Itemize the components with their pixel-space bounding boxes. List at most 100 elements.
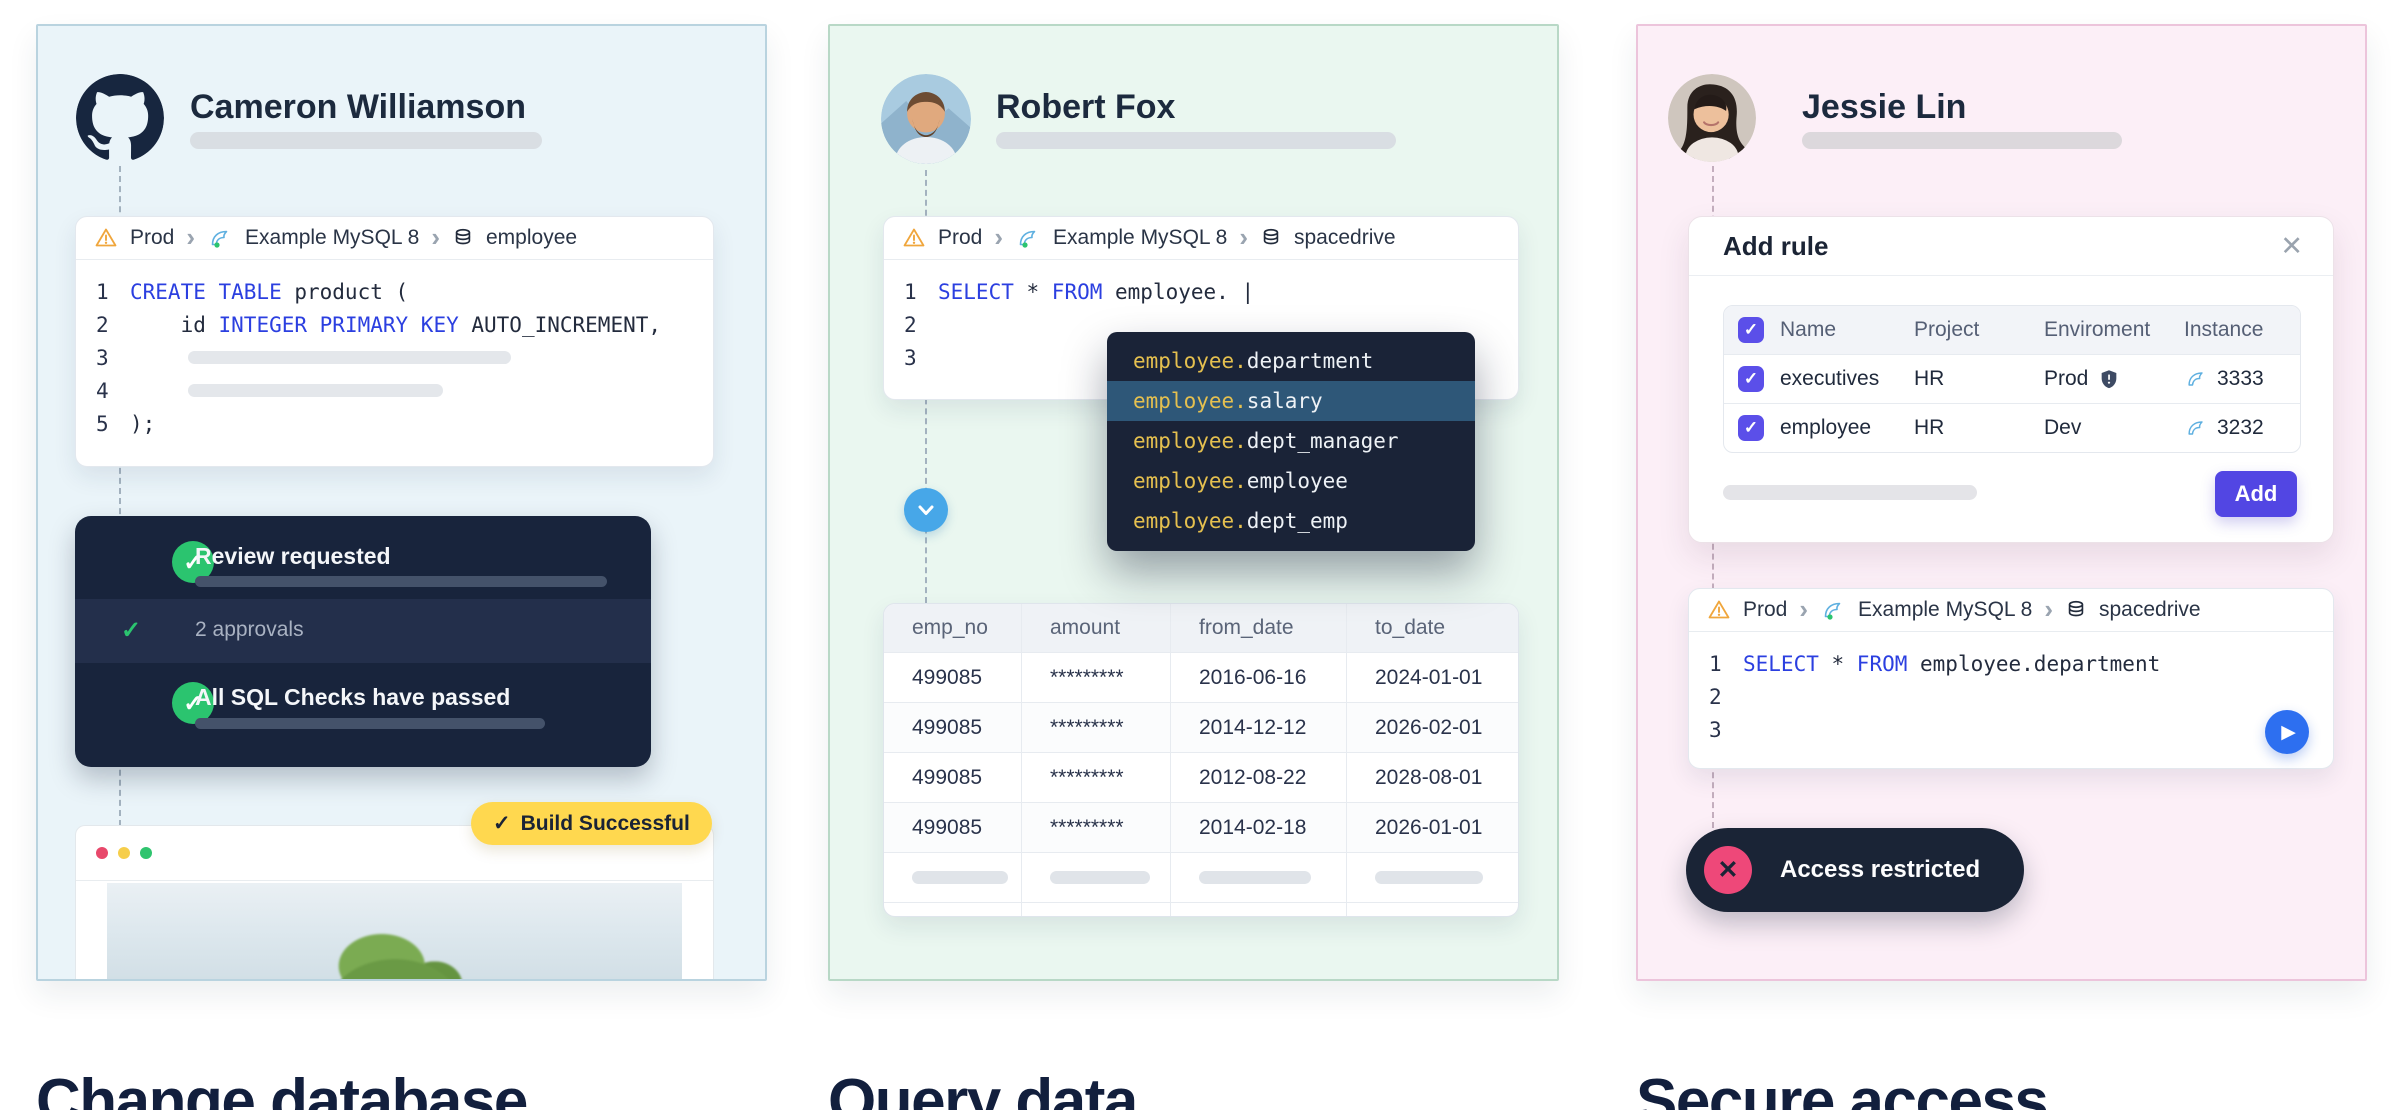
autocomplete-option[interactable]: employee. dept_emp	[1133, 509, 1348, 533]
checkbox[interactable]: ✓	[1738, 366, 1764, 392]
checkbox[interactable]: ✓	[1738, 415, 1764, 441]
panel-change-database: Cameron Williamson Prod › Example MySQL …	[36, 24, 767, 981]
table-cell: 2014-02-18	[1171, 803, 1347, 852]
table-row: 499085 ********* 2014-12-12 2026-02-01	[884, 702, 1518, 752]
table-cell: 499085	[884, 753, 1022, 802]
panel-secure-access: Jessie Lin Add rule ✕ ✓ Name Project Env…	[1636, 24, 2367, 981]
table-cell	[1022, 853, 1171, 902]
warning-icon	[1708, 600, 1730, 619]
chevron-right-icon: ›	[1799, 593, 1809, 624]
close-icon[interactable]: ✕	[2280, 230, 2303, 261]
table-cell: *********	[1022, 703, 1171, 752]
warning-icon	[95, 228, 117, 247]
chevron-right-icon: ›	[186, 221, 196, 252]
table-cell: *********	[1022, 803, 1171, 852]
modal-title: Add rule	[1723, 230, 1829, 261]
chevron-right-icon: ›	[994, 221, 1004, 252]
browser-titlebar	[76, 826, 713, 881]
check-circle-icon: ✓	[172, 682, 214, 724]
section-title-query-data: Query data	[828, 1066, 1138, 1110]
line-number: 3	[904, 345, 917, 370]
table-row: 499085 ********* 2016-06-16 2024-01-01	[884, 652, 1518, 702]
table-row: 499085 ********* 2012-08-22 2028-08-01	[884, 752, 1518, 802]
autocomplete-option[interactable]: employee. dept_manager	[1133, 429, 1399, 453]
line-number: 4	[96, 378, 109, 403]
breadcrumb: Prod › Example MySQL 8 › spacedrive	[884, 217, 1518, 260]
mysql-icon	[2188, 372, 2203, 386]
code-editor[interactable]: 1 SELECT * FROM employee.department 2 3	[1689, 632, 2333, 746]
autocomplete-option-selected[interactable]: employee. salary	[1107, 381, 1475, 421]
table-cell: 2024-01-01	[1375, 665, 1483, 689]
database-icon	[2068, 600, 2084, 617]
autocomplete-option[interactable]: employee. department	[1133, 349, 1374, 373]
chevron-down-icon	[918, 505, 934, 515]
user-name: Jessie Lin	[1802, 88, 1967, 126]
mysql-icon	[1824, 602, 1841, 620]
table-row-partial	[884, 902, 1518, 916]
column-header: Instance	[2184, 318, 2264, 341]
section-title-secure-access: Secure access	[1636, 1066, 2049, 1110]
approvals-row: ✓ 2 approvals	[75, 599, 651, 663]
line-number: 3	[96, 345, 109, 370]
code-editor[interactable]: 1 CREATE TABLE product ( 2 id INTEGER PRI…	[76, 260, 713, 440]
sql-editor-card: Prod › Example MySQL 8 › spacedrive 1 SEL…	[1688, 588, 2334, 769]
checkbox-select-all[interactable]: ✓	[1738, 317, 1764, 343]
breadcrumb: Prod › Example MySQL 8 › employee	[76, 217, 713, 260]
run-query-button[interactable]: ▶	[2265, 710, 2309, 754]
code-skeleton	[188, 384, 443, 397]
breadcrumb-connection: Example MySQL 8	[1858, 598, 2033, 621]
traffic-light-yellow	[118, 847, 130, 859]
browser-mockup	[75, 825, 714, 979]
breadcrumb-database: employee	[486, 226, 578, 249]
chevron-right-icon: ›	[431, 221, 440, 252]
line-number: 5	[96, 411, 109, 436]
approvals-text: 2 approvals	[195, 618, 304, 641]
breadcrumb-connection: Example MySQL 8	[1053, 226, 1228, 249]
avatar-jessie-lin	[1668, 74, 1756, 162]
scroll-down-button[interactable]	[904, 488, 948, 532]
play-icon: ▶	[2281, 721, 2296, 743]
github-icon	[76, 74, 164, 160]
connector-line	[119, 166, 121, 826]
add-rule-modal: Add rule ✕ ✓ Name Project Enviroment Ins…	[1688, 216, 2334, 543]
database-icon	[1263, 228, 1279, 245]
table-cell: *********	[1022, 653, 1171, 702]
table-header-row: emp_no amount from_date to_date	[884, 604, 1518, 652]
access-restricted-pill: ✕ Access restricted	[1686, 828, 2025, 912]
check-icon: ✓	[493, 812, 511, 835]
table-cell: 2012-08-22	[1171, 753, 1347, 802]
code-editor[interactable]: 1 SELECT * FROM employee. | 2 3	[884, 260, 1518, 374]
code-line: SELECT * FROM employee. |	[938, 279, 1255, 304]
line-number: 1	[96, 279, 109, 304]
name-skeleton	[1802, 132, 2122, 149]
line-number: 2	[1709, 684, 1722, 709]
rule-environment: Dev	[2044, 416, 2082, 439]
section-title-change-database: Change database	[36, 1066, 528, 1110]
table-cell: 499085	[884, 803, 1022, 852]
panel-query-data: Robert Fox Prod › Example MySQL 8 › spac…	[828, 24, 1559, 981]
mysql-icon	[2188, 421, 2203, 435]
column-header: to_date	[1375, 616, 1446, 639]
rule-environment: Prod	[2044, 367, 2184, 391]
table-cell: 2014-12-12	[1171, 703, 1347, 752]
tree-image	[229, 909, 560, 979]
autocomplete-option[interactable]: employee. employee	[1133, 469, 1348, 493]
code-line: );	[130, 411, 156, 436]
table-cell: 499085	[884, 653, 1022, 702]
rule-project: HR	[1914, 416, 1945, 439]
checks-title: All SQL Checks have passed	[195, 684, 511, 710]
code-line: CREATE TABLE product (	[130, 279, 409, 304]
traffic-light-green	[140, 847, 152, 859]
modal-skeleton	[1723, 485, 1977, 500]
line-number: 2	[96, 312, 109, 337]
column-header: Enviroment	[2044, 318, 2151, 341]
user-name: Cameron Williamson	[190, 88, 526, 126]
rule-instance: 3232	[2184, 416, 2300, 440]
table-cell: *********	[1022, 753, 1171, 802]
x-circle-icon: ✕	[1704, 846, 1752, 894]
modal-header: Add rule ✕	[1689, 217, 2333, 276]
review-title: Review requested	[195, 543, 391, 569]
column-header: Name	[1780, 318, 1837, 341]
add-button[interactable]: Add	[2215, 471, 2297, 517]
